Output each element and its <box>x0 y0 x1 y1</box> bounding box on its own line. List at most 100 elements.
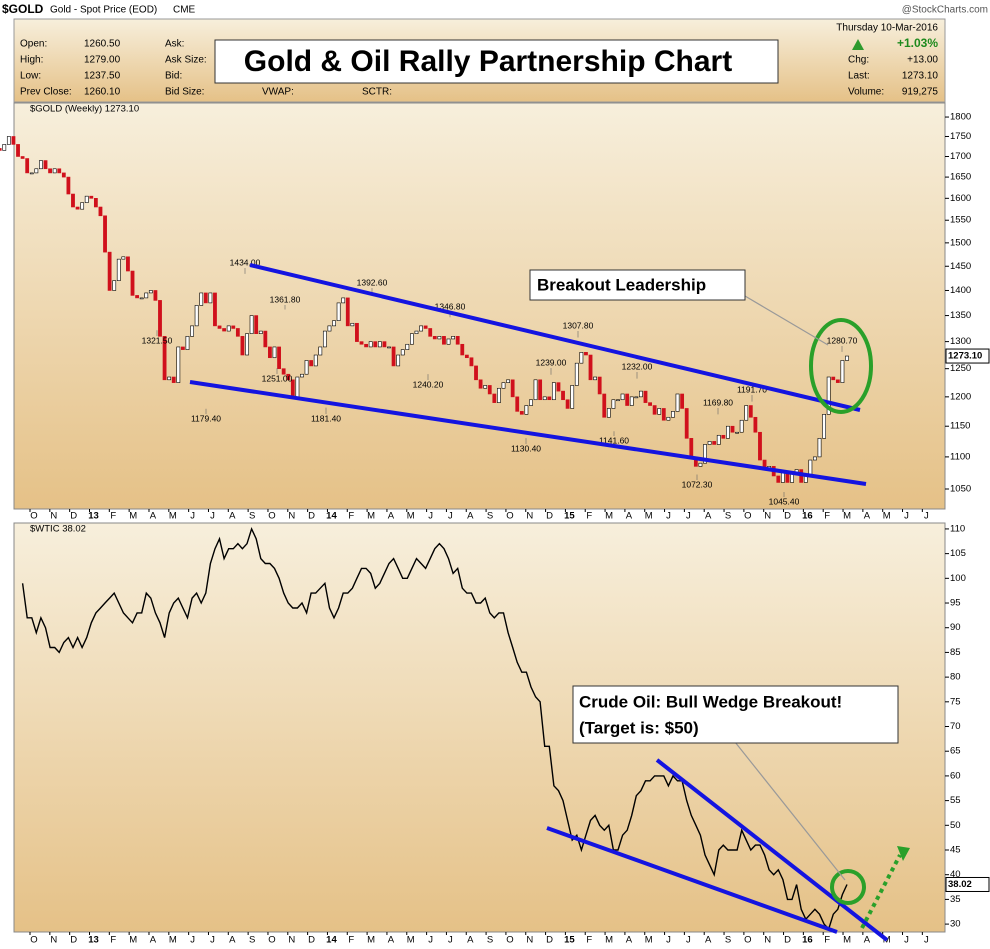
last-price: 38.02 <box>948 879 972 890</box>
x-tick-label: D <box>546 511 553 522</box>
field-label: Bid Size: <box>165 87 204 98</box>
candle <box>121 256 126 260</box>
annotation: 1130.40 <box>511 443 541 453</box>
x-tick-label: M <box>645 935 653 946</box>
x-tick-label: O <box>744 511 751 522</box>
last-price: 1273.10 <box>948 351 982 362</box>
y-tick-label: 1750 <box>950 131 971 142</box>
candle <box>20 156 25 159</box>
field-label: Open: <box>20 39 47 50</box>
x-tick-label: F <box>824 511 830 522</box>
candle <box>66 176 71 195</box>
x-tick-label: F <box>824 935 830 946</box>
candle <box>423 325 428 329</box>
candle <box>478 379 483 389</box>
x-tick-label: J <box>904 935 909 946</box>
x-tick-label: N <box>50 935 57 946</box>
candle <box>34 168 39 174</box>
candle <box>313 354 318 367</box>
annotation: 1232.00 <box>622 361 653 371</box>
x-tick-label: D <box>784 511 791 522</box>
x-tick-label: J <box>448 935 453 946</box>
x-tick-label: J <box>190 511 195 522</box>
y-tick-label: 50 <box>950 820 961 831</box>
x-tick-label: M <box>169 935 177 946</box>
field-label: Ask: <box>165 39 184 50</box>
x-tick-label: S <box>249 935 255 946</box>
candle <box>171 376 176 383</box>
candle <box>643 390 648 403</box>
x-tick-label: M <box>645 511 653 522</box>
candle <box>840 360 845 383</box>
x-tick-label: A <box>229 935 236 946</box>
field-value: 1260.50 <box>84 39 121 50</box>
candle <box>213 292 217 327</box>
candle <box>579 352 584 364</box>
candle <box>538 379 543 401</box>
x-tick-label: J <box>924 935 929 946</box>
x-tick-label: M <box>407 511 415 522</box>
y-tick-label: 1100 <box>950 451 970 462</box>
x-tick-label: J <box>666 511 671 522</box>
callout-box <box>572 685 899 744</box>
x-tick-label: M <box>129 511 137 522</box>
candle <box>373 341 378 348</box>
candle <box>561 390 565 401</box>
candle <box>167 376 172 381</box>
candle <box>780 472 785 483</box>
candle <box>103 215 107 253</box>
candle <box>707 441 712 445</box>
candle <box>542 396 547 401</box>
candle <box>661 408 666 421</box>
candle <box>547 396 552 401</box>
x-tick-label: S <box>249 511 255 522</box>
candle <box>519 411 524 415</box>
candle <box>593 376 598 381</box>
candle <box>831 376 836 381</box>
annotation: 1434.00 <box>230 257 261 267</box>
candle <box>533 379 538 401</box>
candle <box>231 325 236 329</box>
x-tick-label: A <box>388 511 395 522</box>
x-tick-label: F <box>586 511 592 522</box>
candle <box>638 390 643 398</box>
annotation: 1169.80 <box>703 397 733 407</box>
candle <box>634 396 639 399</box>
candle <box>748 405 753 418</box>
x-tick-label: J <box>666 935 671 946</box>
candle <box>240 336 245 356</box>
candle <box>437 336 442 340</box>
y-tick-label: 1350 <box>950 310 971 321</box>
candle <box>116 258 121 281</box>
y-tick-label: 1050 <box>950 484 971 495</box>
x-tick-label: O <box>30 935 37 946</box>
x-tick-label: A <box>626 935 633 946</box>
candle <box>350 322 355 327</box>
candle <box>345 297 350 327</box>
candle <box>61 172 66 178</box>
x-tick-label: J <box>904 511 909 522</box>
x-tick-label: A <box>150 935 157 946</box>
x-tick-label: D <box>308 511 315 522</box>
candle <box>565 399 570 409</box>
y-tick-label: 100 <box>950 573 966 584</box>
candle <box>107 251 112 291</box>
x-tick-label: N <box>764 935 771 946</box>
candle <box>254 315 259 334</box>
candle <box>813 456 817 461</box>
x-tick-label: F <box>586 935 592 946</box>
trend-line <box>249 263 861 412</box>
candle <box>501 382 506 389</box>
field-label: Ask Size: <box>165 55 207 66</box>
x-tick-label: J <box>686 935 691 946</box>
candle <box>208 292 213 304</box>
legend: $WTIC 38.02 <box>30 524 86 535</box>
x-tick-label: A <box>467 935 474 946</box>
x-tick-label: J <box>190 935 195 946</box>
x-tick-label: S <box>725 935 731 946</box>
candle <box>712 441 717 445</box>
x-tick-label: D <box>784 935 791 946</box>
x-tick-label: O <box>506 511 513 522</box>
y-tick-label: 110 <box>950 523 965 534</box>
y-tick-label: 55 <box>950 795 961 806</box>
